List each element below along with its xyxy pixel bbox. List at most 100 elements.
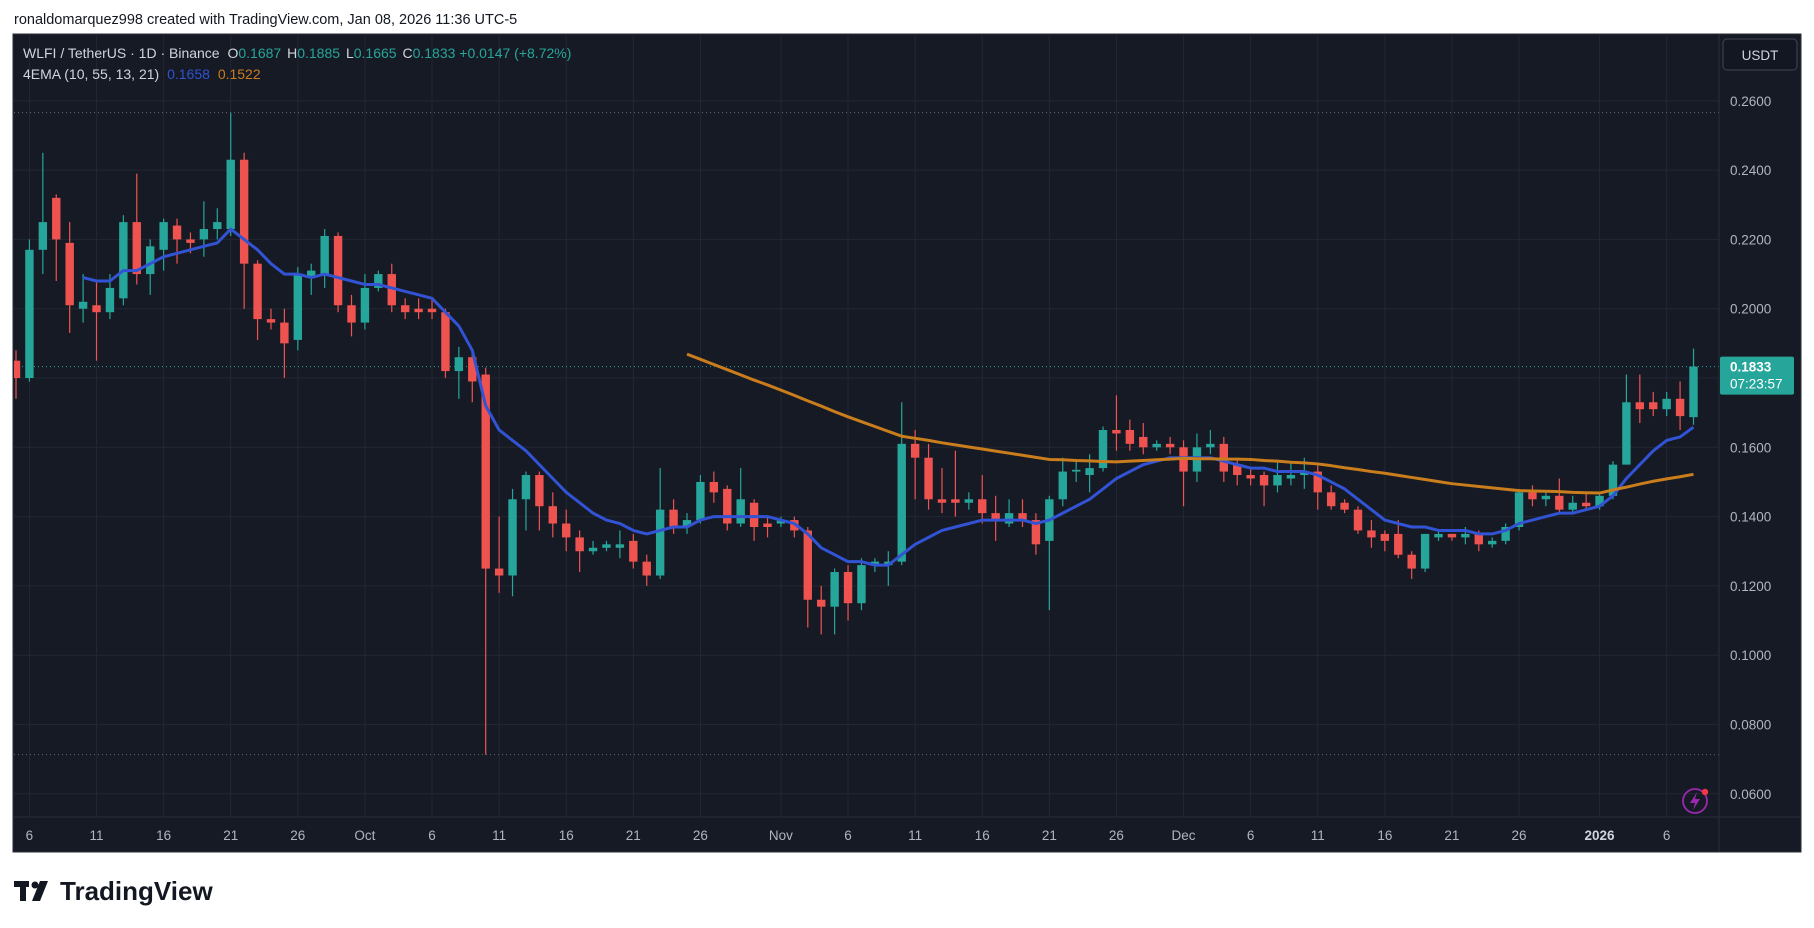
indicator-value: 0.1522 <box>218 66 261 82</box>
alert-icon[interactable] <box>1682 788 1709 814</box>
candle-body <box>991 513 1000 521</box>
x-tick-label: 6 <box>26 828 34 843</box>
candle-body <box>857 565 866 604</box>
candle-body <box>253 263 262 320</box>
candle-body <box>1380 533 1390 541</box>
candle-body <box>682 520 692 527</box>
indicator-name: 4EMA (10, 55, 13, 21) <box>23 66 159 82</box>
x-tick-label: 6 <box>1247 828 1255 843</box>
candle-body <box>360 287 370 323</box>
logo-shape <box>32 881 48 901</box>
ohlc-value: 0.1885 <box>297 45 340 61</box>
candle-body <box>535 475 544 507</box>
x-tick-label: Dec <box>1172 828 1196 843</box>
brand-name: TradingView <box>60 876 213 906</box>
x-tick-label: 6 <box>844 828 852 843</box>
candle-body <box>1689 366 1698 418</box>
candle-body <box>92 305 101 313</box>
candle-body <box>1233 464 1242 476</box>
candle-body <box>642 561 651 576</box>
currency-label[interactable]: USDT <box>1742 48 1779 63</box>
candle-body <box>588 547 598 552</box>
candle-body <box>1420 533 1430 569</box>
candle-body <box>199 229 209 240</box>
candle-body <box>1112 429 1121 434</box>
logo-shape <box>31 881 39 889</box>
candle-body <box>1568 502 1577 510</box>
last-price-label: 0.1833 <box>1730 360 1772 375</box>
ohlc-label: L <box>346 45 354 61</box>
y-tick-label: 0.2200 <box>1730 232 1771 247</box>
candle-body <box>1031 520 1041 545</box>
candle-body <box>1447 533 1457 538</box>
candle-body <box>1608 464 1618 496</box>
candle-body <box>1555 495 1564 510</box>
countdown-label: 07:23:57 <box>1730 377 1783 392</box>
candle-body <box>387 274 396 306</box>
candle-body <box>1139 436 1148 448</box>
ema-line <box>686 352 1694 495</box>
x-tick-label: 6 <box>1663 828 1671 843</box>
candle-body <box>132 222 141 275</box>
y-tick-label: 0.2400 <box>1730 163 1771 178</box>
candle-body <box>1461 533 1470 538</box>
ohlc-label: O <box>227 45 238 61</box>
x-tick-label: 16 <box>1377 828 1392 843</box>
candle-body <box>186 239 195 243</box>
candle-body <box>1649 402 1658 410</box>
candle-body <box>749 502 759 527</box>
change: +0.0147 (+8.72%) <box>459 45 571 61</box>
grid <box>14 35 1719 817</box>
legend-ohlc: WLFI / TetherUS · 1D · Binance O0.1687 H… <box>23 45 571 61</box>
y-tick-label: 0.0800 <box>1730 717 1771 732</box>
candle-body <box>562 523 571 538</box>
candle-body <box>1018 513 1027 521</box>
plot-area <box>14 112 1719 756</box>
candle-body <box>1071 469 1081 472</box>
alert-bolt[interactable] <box>1690 792 1700 810</box>
candle-body <box>951 499 960 503</box>
candle-body <box>1300 471 1309 476</box>
ohlc-label: H <box>287 45 297 61</box>
candle-body <box>333 235 343 306</box>
candle-body <box>347 305 356 323</box>
candle-body <box>307 270 316 278</box>
candle-body <box>1367 530 1376 538</box>
candle-body <box>213 222 222 230</box>
candle-body <box>1058 471 1067 500</box>
candle-body <box>468 357 477 382</box>
candle-body <box>280 322 289 344</box>
brand: TradingView <box>14 876 213 906</box>
chart-pane <box>12 33 1802 853</box>
currency-button[interactable]: USDT <box>1722 38 1798 71</box>
candle-body <box>427 308 437 313</box>
candle-body <box>481 374 490 569</box>
y-tick-label: 0.2000 <box>1730 302 1771 317</box>
x-tick-label: 11 <box>90 828 104 843</box>
candle-body <box>65 242 74 306</box>
ohlc-value: 0.1687 <box>238 45 281 61</box>
ohlc-value: 0.1833 <box>413 45 456 61</box>
candle-body <box>454 357 464 372</box>
candle-body <box>897 443 906 562</box>
candle-body <box>1662 398 1671 410</box>
candle-body <box>14 360 21 379</box>
alert-dot <box>1701 788 1709 796</box>
x-tick-label: 21 <box>626 828 641 843</box>
candle-body <box>709 481 719 493</box>
candle-body <box>293 274 303 340</box>
candle-body <box>1340 502 1349 510</box>
currency-button-box[interactable] <box>1722 38 1798 71</box>
candle-body <box>803 530 812 600</box>
candle-body <box>669 509 678 527</box>
x-tick-label: 11 <box>908 828 922 843</box>
candle-body <box>615 544 625 548</box>
candle-body <box>1246 475 1255 479</box>
candle-body <box>441 312 450 372</box>
candle-body <box>978 499 987 514</box>
alert-circle[interactable] <box>1682 788 1708 814</box>
candle-body <box>1474 533 1483 545</box>
y-tick-label: 0.1400 <box>1730 510 1771 525</box>
candle-body <box>1125 429 1135 444</box>
